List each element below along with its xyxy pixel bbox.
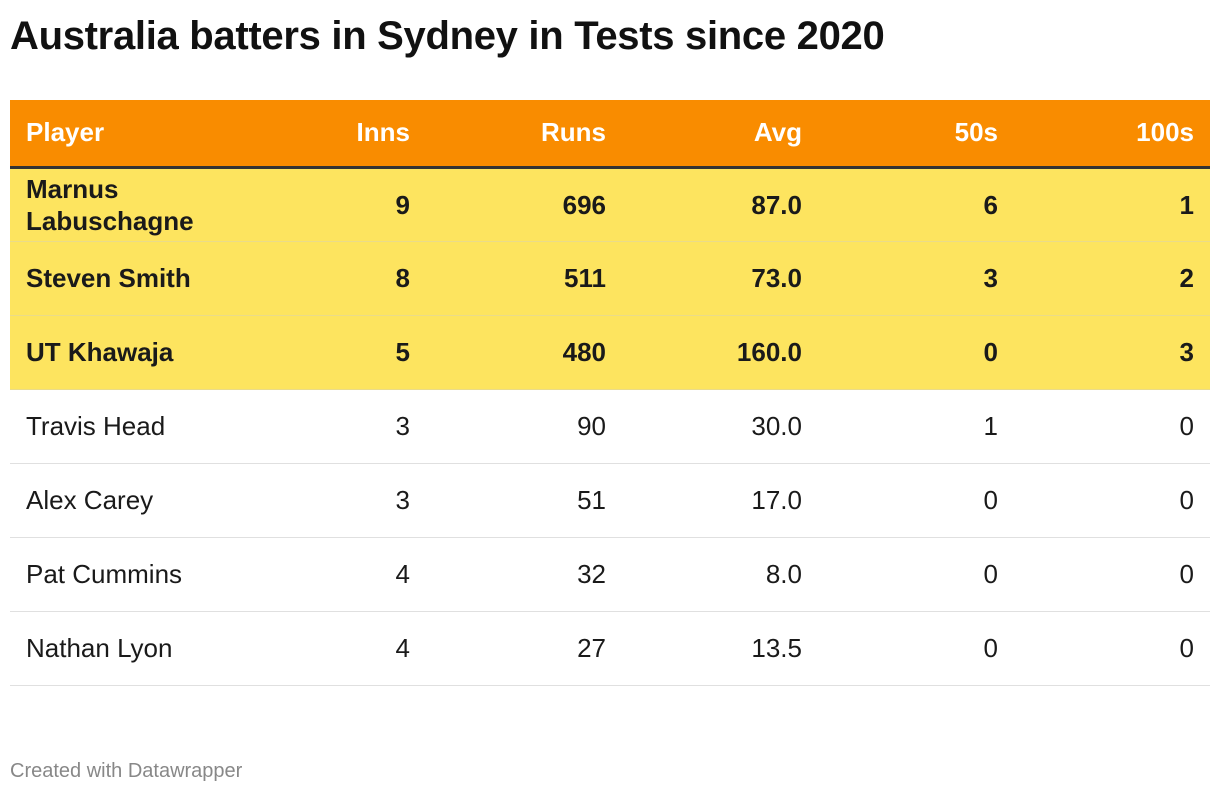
table-row: Travis Head 3 90 30.0 1 0 (10, 389, 1210, 464)
cell-avg: 30.0 (622, 389, 818, 464)
cell-avg: 8.0 (622, 537, 818, 612)
cell-100s: 0 (1014, 611, 1210, 686)
table-row: Nathan Lyon 4 27 13.5 0 0 (10, 611, 1210, 686)
chart-title: Australia batters in Sydney in Tests sin… (10, 14, 885, 58)
table-row: Alex Carey 3 51 17.0 0 0 (10, 463, 1210, 538)
cell-player: Travis Head (10, 389, 230, 464)
cell-inns: 8 (230, 241, 426, 316)
cell-50s: 0 (818, 315, 1014, 390)
cell-avg: 73.0 (622, 241, 818, 316)
column-header-inns[interactable]: Inns (230, 100, 426, 169)
cell-avg: 160.0 (622, 315, 818, 390)
column-header-runs[interactable]: Runs (426, 100, 622, 169)
cell-player: Nathan Lyon (10, 611, 230, 686)
cell-inns: 4 (230, 611, 426, 686)
cell-50s: 6 (818, 167, 1014, 242)
table-row: Marnus Labuschagne 9 696 87.0 6 1 (10, 167, 1210, 242)
column-header-100s[interactable]: 100s (1014, 100, 1210, 169)
cell-inns: 3 (230, 389, 426, 464)
table-header-row: Player Inns Runs Avg 50s 100s (10, 100, 1210, 169)
table-row: Steven Smith 8 511 73.0 3 2 (10, 241, 1210, 316)
cell-50s: 0 (818, 463, 1014, 538)
cell-runs: 511 (426, 241, 622, 316)
cell-50s: 0 (818, 537, 1014, 612)
cell-player: Alex Carey (10, 463, 230, 538)
cell-100s: 3 (1014, 315, 1210, 390)
column-header-avg[interactable]: Avg (622, 100, 818, 169)
cell-100s: 1 (1014, 167, 1210, 242)
cell-inns: 3 (230, 463, 426, 538)
column-header-50s[interactable]: 50s (818, 100, 1014, 169)
cell-player: UT Khawaja (10, 315, 230, 390)
cell-50s: 0 (818, 611, 1014, 686)
cell-avg: 17.0 (622, 463, 818, 538)
cell-100s: 0 (1014, 537, 1210, 612)
cell-player: Steven Smith (10, 241, 230, 316)
column-header-player[interactable]: Player (10, 100, 230, 169)
table-row: UT Khawaja 5 480 160.0 0 3 (10, 315, 1210, 390)
cell-avg: 87.0 (622, 167, 818, 242)
cell-50s: 3 (818, 241, 1014, 316)
cell-50s: 1 (818, 389, 1014, 464)
cell-100s: 0 (1014, 463, 1210, 538)
cell-avg: 13.5 (622, 611, 818, 686)
cell-runs: 480 (426, 315, 622, 390)
table-row: Pat Cummins 4 32 8.0 0 0 (10, 537, 1210, 612)
credit-text: Created with Datawrapper (10, 760, 243, 782)
cell-inns: 5 (230, 315, 426, 390)
cell-100s: 0 (1014, 389, 1210, 464)
stats-table: Player Inns Runs Avg 50s 100s Marnus Lab… (10, 100, 1210, 686)
cell-runs: 27 (426, 611, 622, 686)
cell-player: Marnus Labuschagne (10, 167, 230, 242)
cell-runs: 90 (426, 389, 622, 464)
cell-inns: 9 (230, 167, 426, 242)
cell-100s: 2 (1014, 241, 1210, 316)
cell-inns: 4 (230, 537, 426, 612)
cell-runs: 51 (426, 463, 622, 538)
cell-runs: 32 (426, 537, 622, 612)
cell-runs: 696 (426, 167, 622, 242)
cell-player: Pat Cummins (10, 537, 230, 612)
table-body: Marnus Labuschagne 9 696 87.0 6 1 Steven Smith… (10, 167, 1210, 686)
